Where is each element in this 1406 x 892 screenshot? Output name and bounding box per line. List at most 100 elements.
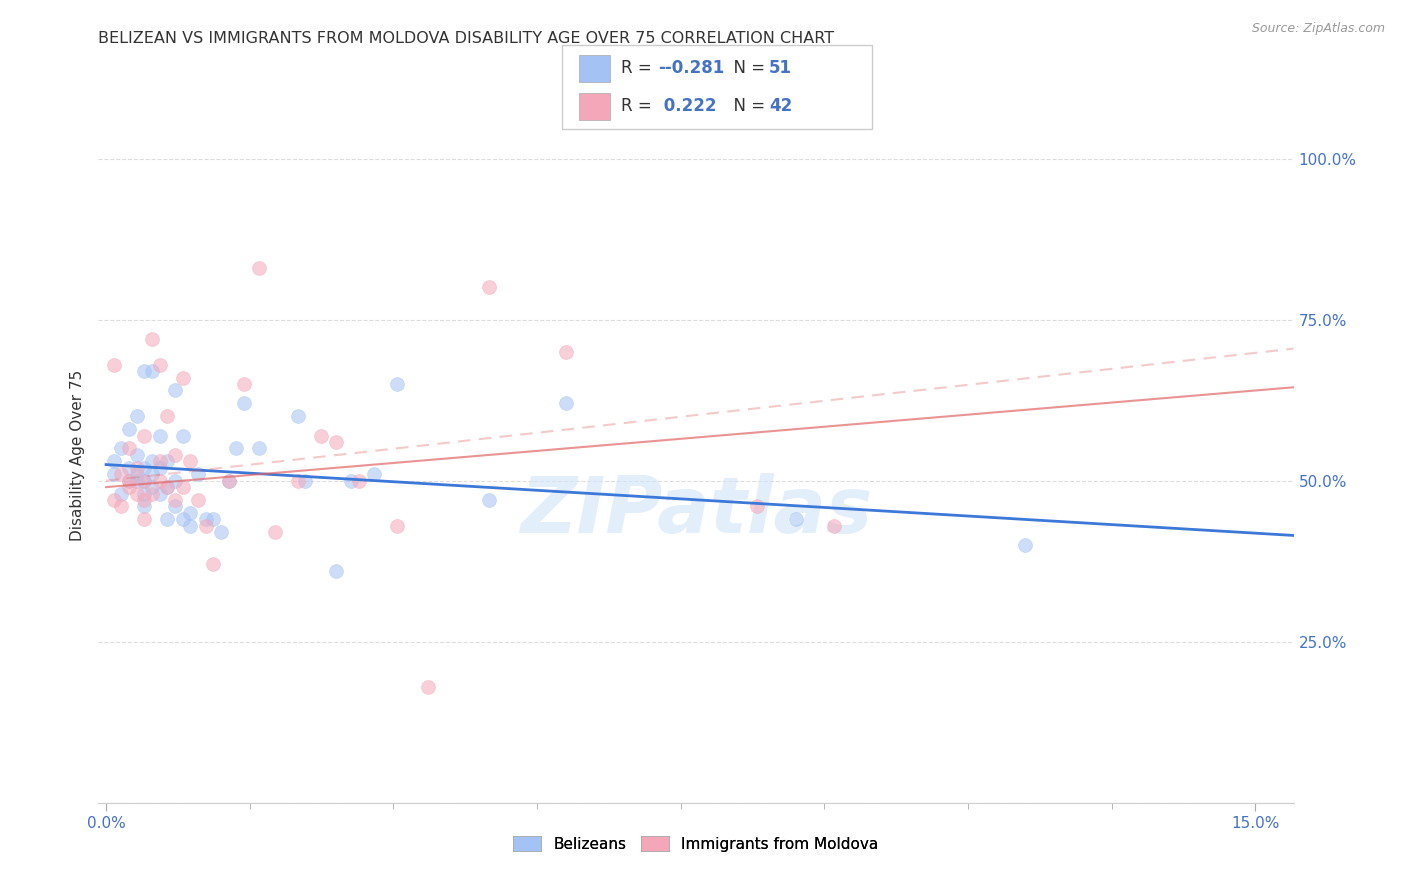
Text: 51: 51: [769, 60, 792, 78]
Point: [363, 467, 385, 482]
Point: [194, 512, 217, 526]
Point: [134, 493, 156, 508]
Point: [325, 435, 347, 450]
Point: [172, 370, 194, 384]
Point: [118, 474, 141, 488]
Point: [747, 500, 769, 514]
Point: [554, 344, 576, 359]
Point: [103, 454, 125, 468]
Point: [163, 493, 186, 508]
Point: [287, 409, 309, 424]
Text: ZIPatlas: ZIPatlas: [520, 473, 872, 549]
Point: [179, 506, 201, 520]
Point: [172, 480, 194, 494]
Point: [125, 460, 148, 475]
Point: [416, 680, 439, 694]
Point: [163, 384, 186, 398]
Point: [156, 480, 179, 494]
Point: [134, 500, 156, 514]
Point: [149, 460, 172, 475]
Point: [309, 428, 332, 442]
Point: [478, 493, 501, 508]
Point: [209, 525, 232, 540]
Point: [103, 358, 125, 372]
Point: [233, 396, 256, 410]
Point: [172, 512, 194, 526]
Text: 42: 42: [769, 97, 793, 115]
Point: [134, 364, 156, 378]
Point: [218, 474, 240, 488]
Point: [163, 500, 186, 514]
Text: N =: N =: [723, 60, 770, 78]
Text: BELIZEAN VS IMMIGRANTS FROM MOLDOVA DISABILITY AGE OVER 75 CORRELATION CHART: BELIZEAN VS IMMIGRANTS FROM MOLDOVA DISA…: [98, 31, 835, 46]
Point: [156, 409, 179, 424]
Point: [149, 454, 172, 468]
Point: [823, 518, 845, 533]
Point: [233, 377, 256, 392]
Point: [478, 280, 501, 294]
Point: [103, 467, 125, 482]
Point: [294, 474, 316, 488]
Text: N =: N =: [723, 97, 770, 115]
Text: --0.281: --0.281: [658, 60, 724, 78]
Point: [325, 564, 347, 578]
Point: [141, 480, 163, 494]
Point: [118, 422, 141, 436]
Point: [134, 474, 156, 488]
Point: [125, 448, 148, 462]
Point: [118, 460, 141, 475]
Point: [172, 428, 194, 442]
Text: R =: R =: [621, 60, 658, 78]
Y-axis label: Disability Age Over 75: Disability Age Over 75: [69, 369, 84, 541]
Point: [134, 460, 156, 475]
Point: [385, 518, 409, 533]
Point: [554, 396, 576, 410]
Point: [225, 442, 247, 456]
Point: [149, 358, 172, 372]
Point: [141, 486, 163, 500]
Point: [187, 467, 209, 482]
Point: [347, 474, 370, 488]
Point: [263, 525, 285, 540]
Point: [156, 454, 179, 468]
Point: [110, 442, 132, 456]
Point: [340, 474, 363, 488]
Point: [141, 332, 163, 346]
Point: [156, 480, 179, 494]
Point: [287, 474, 309, 488]
Point: [118, 480, 141, 494]
Point: [134, 474, 156, 488]
Point: [110, 486, 132, 500]
Point: [179, 518, 201, 533]
Point: [103, 493, 125, 508]
Point: [125, 409, 148, 424]
Point: [134, 512, 156, 526]
Point: [141, 467, 163, 482]
Point: [247, 261, 270, 276]
Point: [125, 467, 148, 482]
Point: [118, 442, 141, 456]
Point: [149, 428, 172, 442]
Point: [785, 512, 807, 526]
Point: [247, 442, 270, 456]
Point: [202, 558, 225, 572]
Point: [134, 486, 156, 500]
Legend: Belizeans, Immigrants from Moldova: Belizeans, Immigrants from Moldova: [508, 830, 884, 858]
Point: [134, 428, 156, 442]
Point: [218, 474, 240, 488]
Point: [1014, 538, 1036, 552]
Text: R =: R =: [621, 97, 658, 115]
Point: [187, 493, 209, 508]
Point: [149, 474, 172, 488]
Text: Source: ZipAtlas.com: Source: ZipAtlas.com: [1251, 22, 1385, 36]
Point: [110, 467, 132, 482]
Point: [141, 364, 163, 378]
Point: [118, 474, 141, 488]
Point: [163, 448, 186, 462]
Point: [156, 512, 179, 526]
Point: [125, 474, 148, 488]
Point: [194, 518, 217, 533]
Point: [163, 474, 186, 488]
Point: [141, 454, 163, 468]
Point: [385, 377, 409, 392]
